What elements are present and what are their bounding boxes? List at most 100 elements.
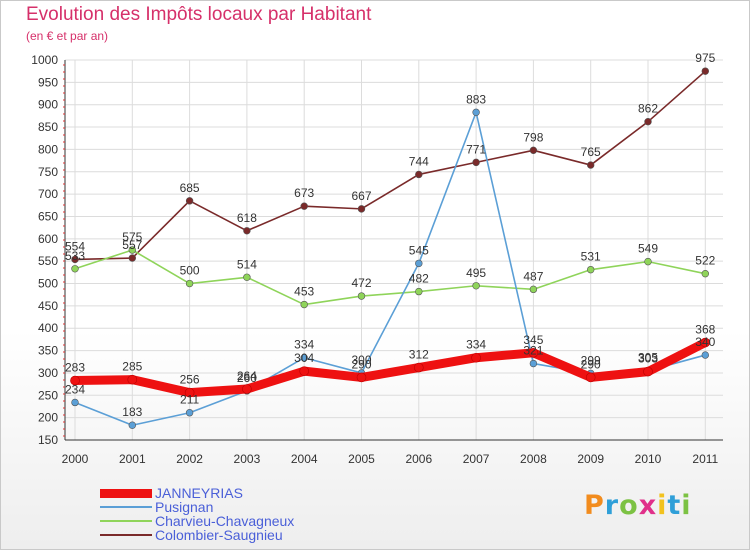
data-point	[472, 282, 480, 290]
data-point	[701, 269, 709, 278]
data-label: 554	[65, 239, 85, 253]
data-point	[471, 352, 481, 363]
logo-letter: x	[638, 490, 658, 521]
data-point	[71, 255, 79, 264]
data-point	[701, 351, 709, 359]
data-point	[185, 279, 194, 288]
data-label: 531	[581, 250, 601, 264]
x-tick-label: 2004	[291, 452, 318, 466]
data-point	[185, 197, 194, 205]
y-tick-label: 350	[38, 344, 58, 358]
data-point	[185, 409, 194, 417]
legend-label: Pusignan	[155, 499, 214, 515]
y-tick-label: 600	[38, 232, 58, 246]
data-point	[644, 117, 652, 126]
data-point	[357, 292, 366, 300]
legend-swatch	[100, 488, 152, 498]
data-label: 545	[409, 243, 429, 257]
x-tick-label: 2007	[463, 452, 490, 466]
legend-swatch	[100, 506, 152, 508]
data-label: 334	[466, 338, 486, 352]
data-point	[701, 67, 709, 75]
data-point	[300, 354, 308, 362]
legend-swatch	[100, 520, 152, 522]
data-point	[127, 374, 138, 385]
data-label: 575	[122, 230, 142, 244]
data-point	[71, 398, 79, 407]
data-label: 883	[466, 92, 486, 106]
x-tick-label: 2003	[234, 452, 261, 466]
data-point	[71, 265, 79, 273]
logo-letter: i	[681, 490, 692, 521]
data-point	[529, 359, 538, 368]
y-tick-label: 500	[38, 277, 58, 291]
logo-letter: i	[657, 490, 668, 521]
data-label: 290	[351, 357, 371, 371]
y-tick-label: 700	[38, 187, 58, 201]
data-point	[415, 170, 423, 179]
data-label: 533	[65, 249, 85, 263]
data-point	[299, 366, 310, 376]
data-label: 862	[638, 102, 658, 116]
logo-letter: r	[604, 490, 620, 521]
data-label: 500	[180, 264, 200, 278]
y-tick-label: 250	[38, 388, 58, 402]
data-label: 744	[409, 154, 429, 168]
legend-swatch	[100, 534, 152, 536]
data-point	[585, 372, 596, 383]
data-label: 798	[523, 130, 543, 144]
y-tick-label: 450	[38, 299, 58, 313]
data-point	[472, 108, 480, 117]
x-tick-label: 2006	[405, 452, 432, 466]
data-label: 299	[581, 353, 601, 367]
data-point	[243, 227, 251, 235]
series-line-charvieu-chavagneux	[74, 249, 707, 306]
data-label: 334	[294, 338, 314, 352]
data-point	[415, 287, 423, 296]
data-label: 557	[122, 238, 142, 252]
data-label: 305	[638, 351, 658, 365]
y-tick-label: 900	[38, 98, 58, 112]
data-label: 312	[409, 348, 429, 362]
logo-letter: o	[619, 490, 639, 521]
data-label: 482	[409, 272, 429, 286]
legend-label: Colombier-Saugnieu	[155, 527, 283, 543]
data-label: 256	[180, 373, 200, 387]
y-tick-label: 850	[38, 120, 58, 134]
data-label: 453	[294, 285, 314, 299]
y-tick-label: 300	[38, 366, 58, 380]
data-label: 183	[122, 405, 142, 419]
data-point	[472, 158, 480, 167]
proxiti-logo: Proxiti	[584, 490, 692, 521]
data-point	[644, 257, 652, 266]
data-point	[413, 362, 424, 373]
data-label: 514	[237, 257, 257, 271]
data-label: 304	[294, 351, 314, 365]
x-tick-label: 2010	[635, 452, 662, 466]
data-label: 211	[180, 393, 199, 407]
x-tick-label: 2002	[176, 452, 203, 466]
data-label: 234	[65, 382, 85, 396]
y-tick-label: 200	[38, 411, 58, 425]
legend-label: JANNEYRIAS	[155, 485, 243, 501]
data-point	[70, 375, 80, 386]
data-point	[357, 205, 366, 213]
data-point	[586, 265, 595, 274]
y-tick-label: 800	[38, 142, 58, 156]
data-label: 303	[638, 352, 658, 366]
data-label: 487	[523, 269, 543, 283]
data-label: 667	[351, 189, 371, 203]
data-point	[128, 421, 137, 429]
x-tick-label: 2000	[62, 452, 89, 466]
data-point	[300, 300, 308, 309]
data-point	[242, 384, 252, 394]
logo-letter: P	[584, 490, 605, 521]
x-tick-label: 2005	[348, 452, 375, 466]
data-label: 283	[65, 361, 85, 375]
data-point	[529, 285, 538, 294]
legend-label: Charvieu-Chavagneux	[155, 513, 295, 529]
data-label: 340	[695, 335, 715, 349]
x-tick-label: 2009	[577, 452, 604, 466]
